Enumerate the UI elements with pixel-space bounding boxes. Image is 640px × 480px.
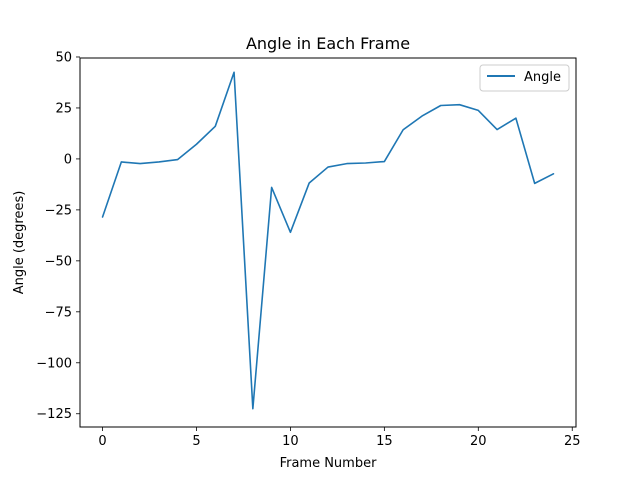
x-tick-label: 10: [282, 434, 299, 449]
axes-frame: [79, 57, 577, 428]
y-tick-label: 50: [55, 50, 72, 65]
y-axis-ticks: 50 25 0 −25 −50 −75 −100 −125: [36, 50, 80, 422]
legend-label-angle: Angle: [524, 70, 561, 85]
y-tick-label: −100: [36, 356, 72, 371]
legend: Angle: [479, 64, 570, 92]
chart-title: Angle in Each Frame: [246, 34, 410, 53]
y-tick-label: 25: [55, 101, 72, 116]
x-tick-label: 20: [470, 434, 487, 449]
y-tick-label: −50: [45, 254, 72, 269]
x-tick-label: 25: [564, 434, 581, 449]
legend-box: [479, 64, 570, 92]
y-axis-label: Angle (degrees): [12, 191, 27, 295]
x-tick-label: 0: [98, 434, 106, 449]
plot-area: [80, 58, 576, 427]
series-layer: [101, 71, 555, 410]
x-tick-label: 15: [376, 434, 393, 449]
y-tick-label: −125: [36, 407, 72, 422]
y-tick-label: 0: [64, 152, 72, 167]
plot-background: [80, 58, 576, 427]
x-tick-label: 5: [192, 434, 200, 449]
y-tick-label: −25: [45, 203, 72, 218]
series-line-angle: [101, 71, 555, 410]
y-tick-label: −75: [45, 305, 72, 320]
x-axis-ticks: 0 5 10 15 20 25: [98, 427, 581, 449]
x-axis-label: Frame Number: [280, 456, 378, 471]
